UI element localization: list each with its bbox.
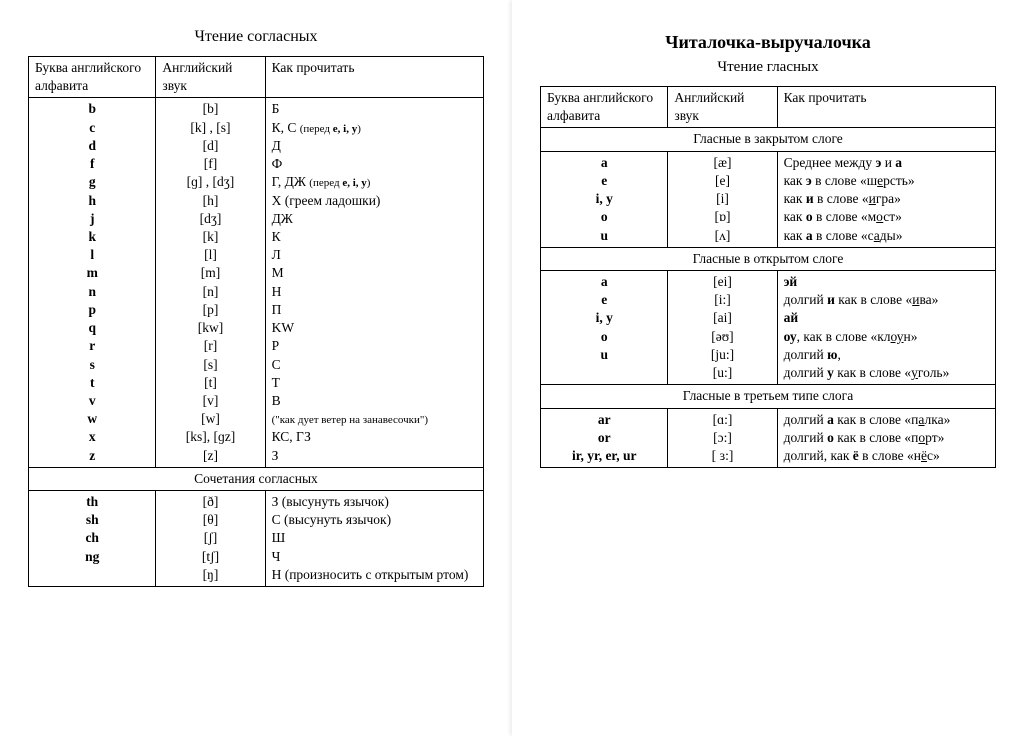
hdr-letter2: Буква английского алфавита xyxy=(541,87,668,128)
right-subtitle: Чтение гласных xyxy=(540,59,996,76)
hdr-letter: Буква английского алфавита xyxy=(29,57,156,98)
vowel-table: Буква английского алфавита Английский зв… xyxy=(540,86,996,468)
hdr-sound: Английский звук xyxy=(156,57,265,98)
right-page: Читалочка-выручалочка Чтение гласных Бук… xyxy=(512,0,1024,736)
section-combinations: Сочетания согласных xyxy=(29,467,484,490)
sec-open: Гласные в открытом слоге xyxy=(541,247,996,270)
consonant-table: Буква английского алфавита Английский зв… xyxy=(28,56,484,587)
hdr-sound2: Английский звук xyxy=(668,87,777,128)
sec-closed: Гласные в закрытом слоге xyxy=(541,128,996,151)
sec-third: Гласные в третьем типе слога xyxy=(541,385,996,408)
hdr-read2: Как прочитать xyxy=(777,87,995,128)
left-title: Чтение согласных xyxy=(28,28,484,46)
right-main-title: Читалочка-выручалочка xyxy=(540,32,996,53)
left-page: Чтение согласных Буква английского алфав… xyxy=(0,0,512,736)
hdr-read: Как прочитать xyxy=(265,57,483,98)
